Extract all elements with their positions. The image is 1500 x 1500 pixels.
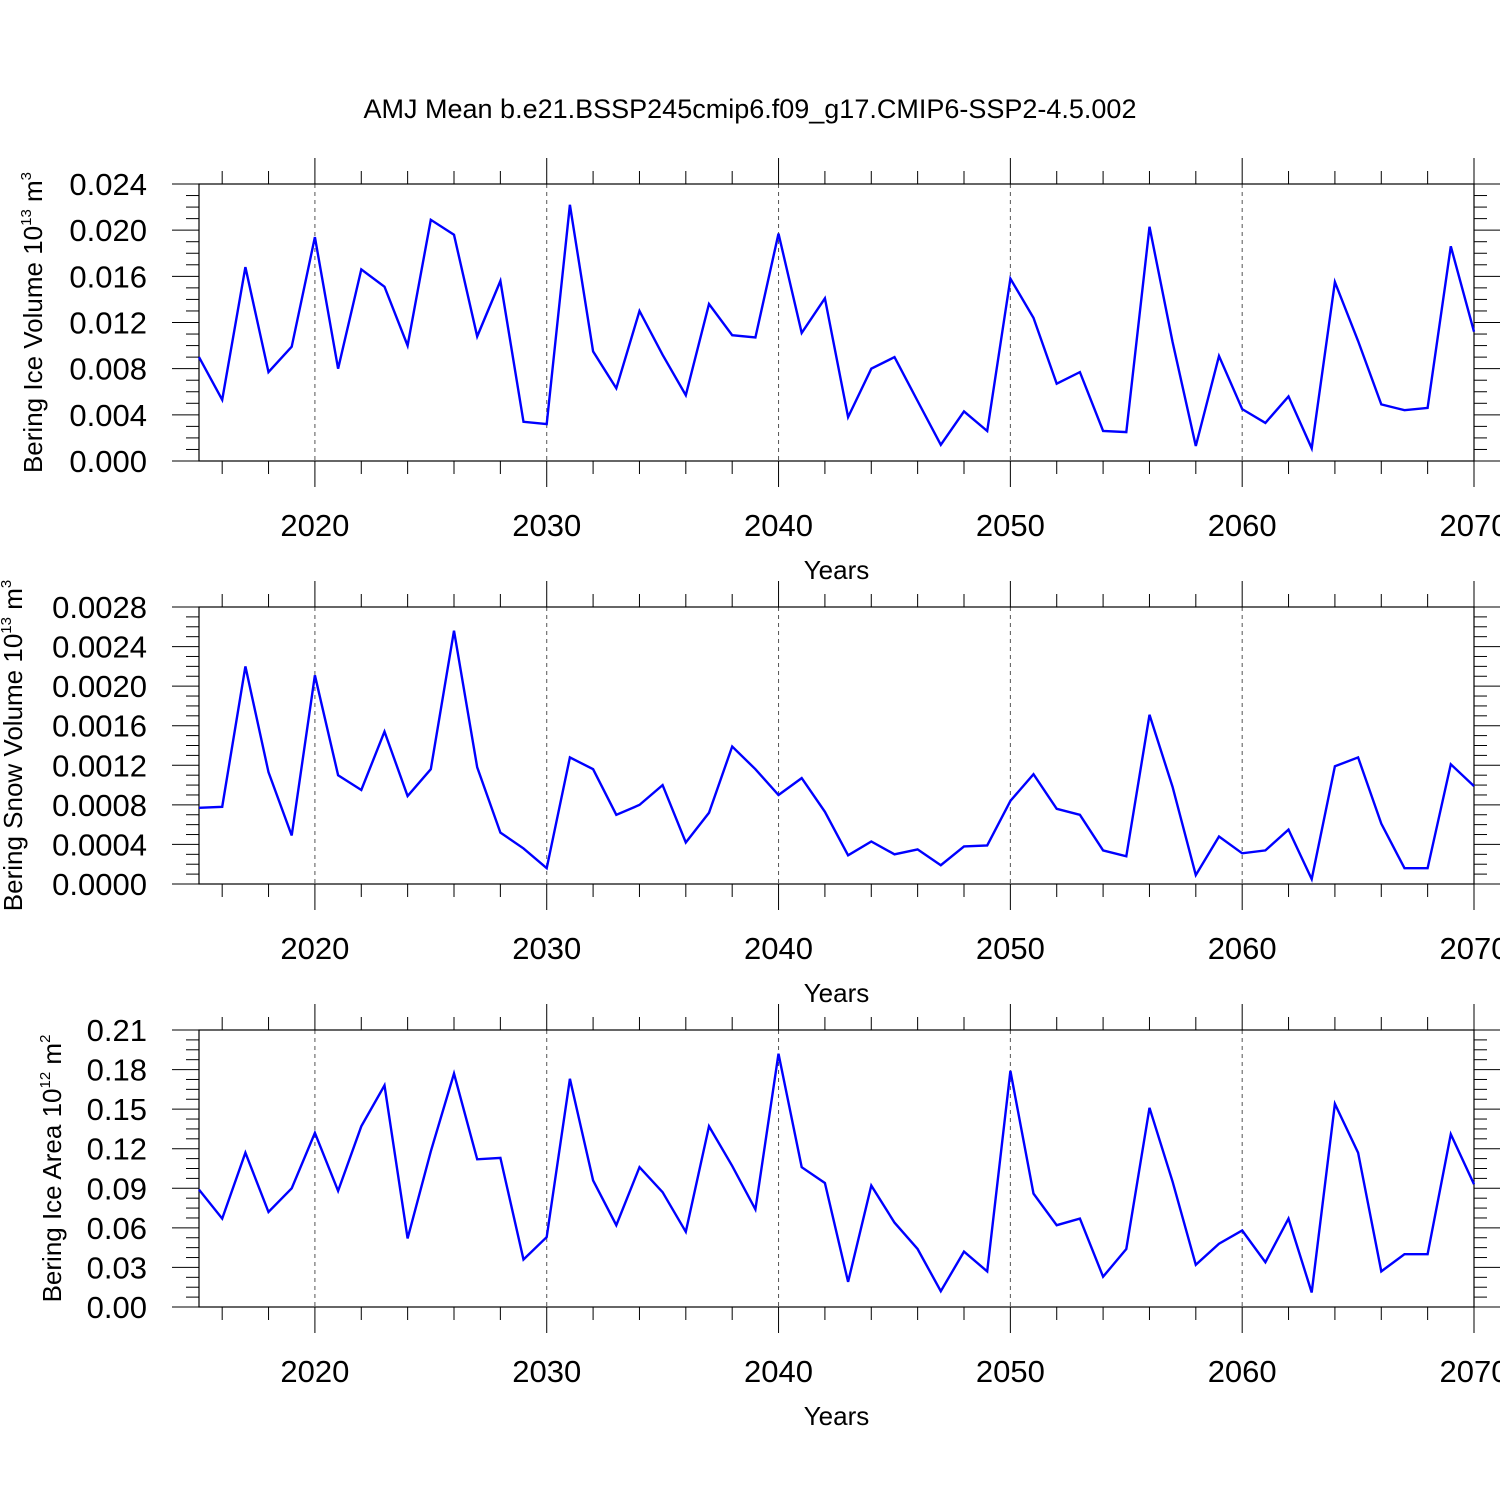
y-tick-label: 0.000 bbox=[69, 444, 147, 479]
x-axis-label: Years bbox=[804, 1401, 870, 1431]
x-tick-label: 2070 bbox=[1440, 508, 1500, 543]
x-tick-label: 2060 bbox=[1208, 1354, 1277, 1389]
x-tick-label: 2060 bbox=[1208, 508, 1277, 543]
y-tick-label: 0.21 bbox=[87, 1013, 147, 1048]
x-tick-label: 2020 bbox=[280, 931, 349, 966]
y-axis-label: Bering Snow Volume 1013 m3 bbox=[0, 580, 28, 911]
series-line bbox=[198, 1053, 1476, 1294]
plot-frame bbox=[198, 183, 1475, 462]
y-tick-label: 0.09 bbox=[87, 1171, 147, 1206]
y-tick-label: 0.024 bbox=[69, 167, 147, 202]
x-tick-label: 2020 bbox=[280, 1354, 349, 1389]
y-tick-label: 0.0016 bbox=[52, 709, 147, 744]
x-tick-label: 2060 bbox=[1208, 931, 1277, 966]
y-tick-label: 0.0004 bbox=[52, 827, 147, 862]
y-tick-label: 0.03 bbox=[87, 1250, 147, 1285]
x-tick-label: 2020 bbox=[280, 508, 349, 543]
x-tick-label: 2040 bbox=[744, 508, 813, 543]
x-tick-label: 2070 bbox=[1440, 931, 1500, 966]
y-tick-label: 0.012 bbox=[69, 306, 147, 341]
y-tick-label: 0.0028 bbox=[52, 590, 147, 625]
panel-1: 0.000 0.004 0.008 0.012 0.016 0.020 0.024 2020 2… bbox=[18, 158, 1500, 585]
y-axis-label: Bering Ice Area 1012 m2 bbox=[37, 1035, 67, 1303]
y-tick-label: 0.008 bbox=[69, 352, 147, 387]
y-tick-label: 0.00 bbox=[87, 1290, 147, 1325]
x-tick-label: 2030 bbox=[512, 508, 581, 543]
x-tick-label: 2030 bbox=[512, 931, 581, 966]
y-tick-label: 0.0012 bbox=[52, 748, 147, 783]
y-tick-label: 0.0024 bbox=[52, 630, 147, 665]
chart-title: AMJ Mean b.e21.BSSP245cmip6.f09_g17.CMIP… bbox=[364, 94, 1137, 124]
x-tick-label: 2050 bbox=[976, 508, 1045, 543]
y-tick-label: 0.12 bbox=[87, 1132, 147, 1167]
y-tick-label: 0.15 bbox=[87, 1092, 147, 1127]
y-tick-label: 0.020 bbox=[69, 213, 147, 248]
y-tick-label: 0.0008 bbox=[52, 788, 147, 823]
x-tick-label: 2040 bbox=[744, 1354, 813, 1389]
y-tick-label: 0.0020 bbox=[52, 669, 147, 704]
y-tick-label: 0.0000 bbox=[52, 867, 147, 902]
y-tick-label: 0.004 bbox=[69, 398, 147, 433]
series-line bbox=[198, 630, 1475, 883]
y-tick-label: 0.06 bbox=[87, 1211, 147, 1246]
series-line bbox=[197, 204, 1476, 453]
x-tick-label: 2040 bbox=[744, 931, 813, 966]
panel-2: 0.0000 0.0004 0.0008 0.0012 0.0016 0.0020 0.00… bbox=[0, 580, 1500, 1008]
plot-frame bbox=[198, 1029, 1475, 1308]
x-tick-label: 2050 bbox=[976, 1354, 1045, 1389]
x-tick-label: 2030 bbox=[512, 1354, 581, 1389]
chart-panels: 0.000 0.004 0.008 0.012 0.016 0.020 0.024 2020 2… bbox=[0, 158, 1500, 1431]
y-tick-label: 0.18 bbox=[87, 1053, 147, 1088]
x-axis-label: Years bbox=[804, 555, 870, 585]
x-axis-label: Years bbox=[804, 978, 870, 1008]
y-tick-label: 0.016 bbox=[69, 259, 147, 294]
x-tick-label: 2050 bbox=[976, 931, 1045, 966]
x-tick-label: 2070 bbox=[1440, 1354, 1500, 1389]
y-axis-label: Bering Ice Volume 1013 m3 bbox=[18, 172, 48, 473]
panel-3: 0.00 0.03 0.06 0.09 0.12 0.15 0.18 0.21 2020 2030… bbox=[37, 1004, 1500, 1431]
